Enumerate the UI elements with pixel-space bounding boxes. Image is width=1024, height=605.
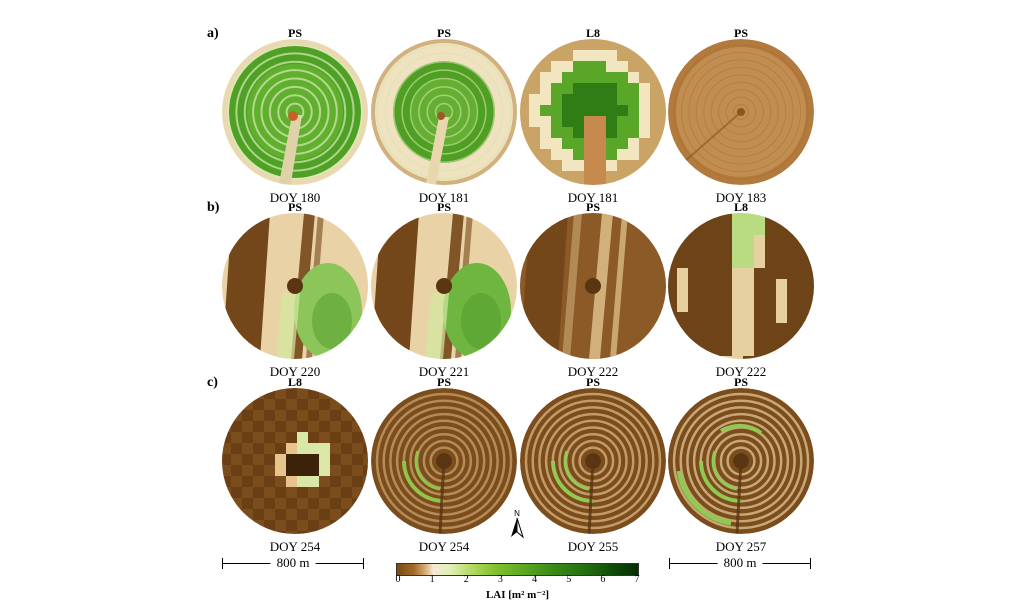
sensor-label: PS <box>436 375 451 389</box>
colorbar-tick-label: 7 <box>634 574 640 585</box>
doy-label: DOY 181 <box>567 190 619 205</box>
scale-bar-label: 800 m <box>270 555 316 571</box>
colorbar-tick-label: 6 <box>600 574 606 585</box>
lai-map-image <box>222 213 368 359</box>
north-label: N <box>514 509 520 518</box>
north-arrow: N <box>506 509 528 539</box>
map-panel: PS DOY 257 <box>666 375 816 560</box>
sensor-label: PS <box>733 26 748 40</box>
map-panel: PS DOY 180 <box>220 26 370 211</box>
colorbar-tick-label: 1 <box>429 574 435 585</box>
lai-map-image <box>520 39 666 185</box>
colorbar-tick-label: 5 <box>566 574 572 585</box>
colorbar-tick-label: 4 <box>532 574 538 585</box>
sensor-label: PS <box>287 200 302 214</box>
lai-map-image <box>222 39 368 185</box>
sensor-label: L8 <box>733 200 748 214</box>
map-panel: PS DOY 181 <box>369 26 519 211</box>
lai-colorbar <box>396 563 639 576</box>
sensor-label: PS <box>585 200 600 214</box>
lai-map-image <box>668 213 814 359</box>
sensor-label: PS <box>436 200 451 214</box>
map-panel: PS DOY 222 <box>518 200 668 385</box>
lai-map-image <box>668 39 814 185</box>
map-panel: PS DOY 255 <box>518 375 668 560</box>
lai-map-image <box>520 388 666 534</box>
sensor-label: L8 <box>287 375 302 389</box>
row-label-c: c) <box>207 375 218 390</box>
doy-label: DOY 257 <box>715 539 767 554</box>
colorbar-title: LAI [m² m⁻²] <box>485 589 550 601</box>
map-panel: PS DOY 221 <box>369 200 519 385</box>
map-panel: PS DOY 183 <box>666 26 816 211</box>
doy-label: DOY 220 <box>269 364 321 379</box>
lai-map-image <box>668 388 814 534</box>
lai-map-image <box>520 213 666 359</box>
scale-bar-label: 800 m <box>717 555 763 571</box>
row-label-b: b) <box>207 200 220 215</box>
map-panel: PS DOY 254 <box>369 375 519 560</box>
doy-label: DOY 255 <box>567 539 619 554</box>
lai-map-image <box>371 213 517 359</box>
scale-bar-left: 800 m <box>222 554 364 574</box>
row-label-a: a) <box>207 26 219 41</box>
lai-map-image <box>222 388 368 534</box>
doy-label: DOY 221 <box>418 364 470 379</box>
lai-map-image <box>371 39 517 185</box>
map-panel: PS DOY 220 <box>220 200 370 385</box>
doy-label: DOY 180 <box>269 190 321 205</box>
sensor-label: PS <box>733 375 748 389</box>
lai-map-image <box>371 388 517 534</box>
doy-label: DOY 222 <box>715 364 767 379</box>
doy-label: DOY 181 <box>418 190 470 205</box>
map-panel: L8 DOY 222 <box>666 200 816 385</box>
colorbar-tick-label: 3 <box>497 574 503 585</box>
sensor-label: PS <box>436 26 451 40</box>
doy-label: DOY 183 <box>715 190 767 205</box>
colorbar-tick-label: 0 <box>395 574 401 585</box>
doy-label: DOY 254 <box>418 539 470 554</box>
scale-bar-right: 800 m <box>669 554 811 574</box>
map-panel: L8 DOY 254 <box>220 375 370 560</box>
colorbar-tick-label: 2 <box>463 574 469 585</box>
map-panel: L8 DOY 181 <box>518 26 668 211</box>
sensor-label: PS <box>585 375 600 389</box>
sensor-label: PS <box>287 26 302 40</box>
doy-label: DOY 254 <box>269 539 321 554</box>
north-arrow-icon <box>511 517 524 539</box>
sensor-label: L8 <box>585 26 600 40</box>
doy-label: DOY 222 <box>567 364 619 379</box>
